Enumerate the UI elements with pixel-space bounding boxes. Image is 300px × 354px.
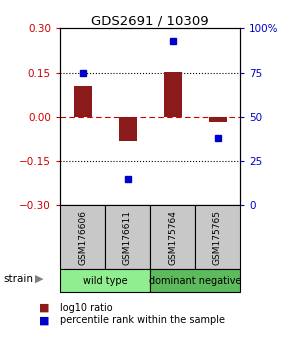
Text: ■: ■ bbox=[39, 315, 50, 325]
Text: dominant negative: dominant negative bbox=[149, 275, 241, 286]
Bar bbox=[150, 205, 195, 269]
Text: strain: strain bbox=[3, 274, 33, 284]
Bar bbox=[118, 117, 136, 141]
Bar bbox=[150, 269, 240, 292]
Bar bbox=[60, 205, 105, 269]
Text: GSM176606: GSM176606 bbox=[78, 210, 87, 265]
Text: log10 ratio: log10 ratio bbox=[60, 303, 112, 313]
Text: ▶: ▶ bbox=[34, 274, 43, 284]
Text: GSM175765: GSM175765 bbox=[213, 210, 222, 265]
Text: ■: ■ bbox=[39, 303, 50, 313]
Text: GSM176611: GSM176611 bbox=[123, 210, 132, 265]
Bar bbox=[60, 269, 150, 292]
Text: GSM175764: GSM175764 bbox=[168, 210, 177, 265]
Bar bbox=[195, 205, 240, 269]
Text: percentile rank within the sample: percentile rank within the sample bbox=[60, 315, 225, 325]
Title: GDS2691 / 10309: GDS2691 / 10309 bbox=[91, 14, 209, 27]
Bar bbox=[164, 72, 181, 117]
Bar bbox=[208, 117, 226, 122]
Text: wild type: wild type bbox=[83, 275, 127, 286]
Bar bbox=[105, 205, 150, 269]
Bar bbox=[74, 86, 92, 117]
